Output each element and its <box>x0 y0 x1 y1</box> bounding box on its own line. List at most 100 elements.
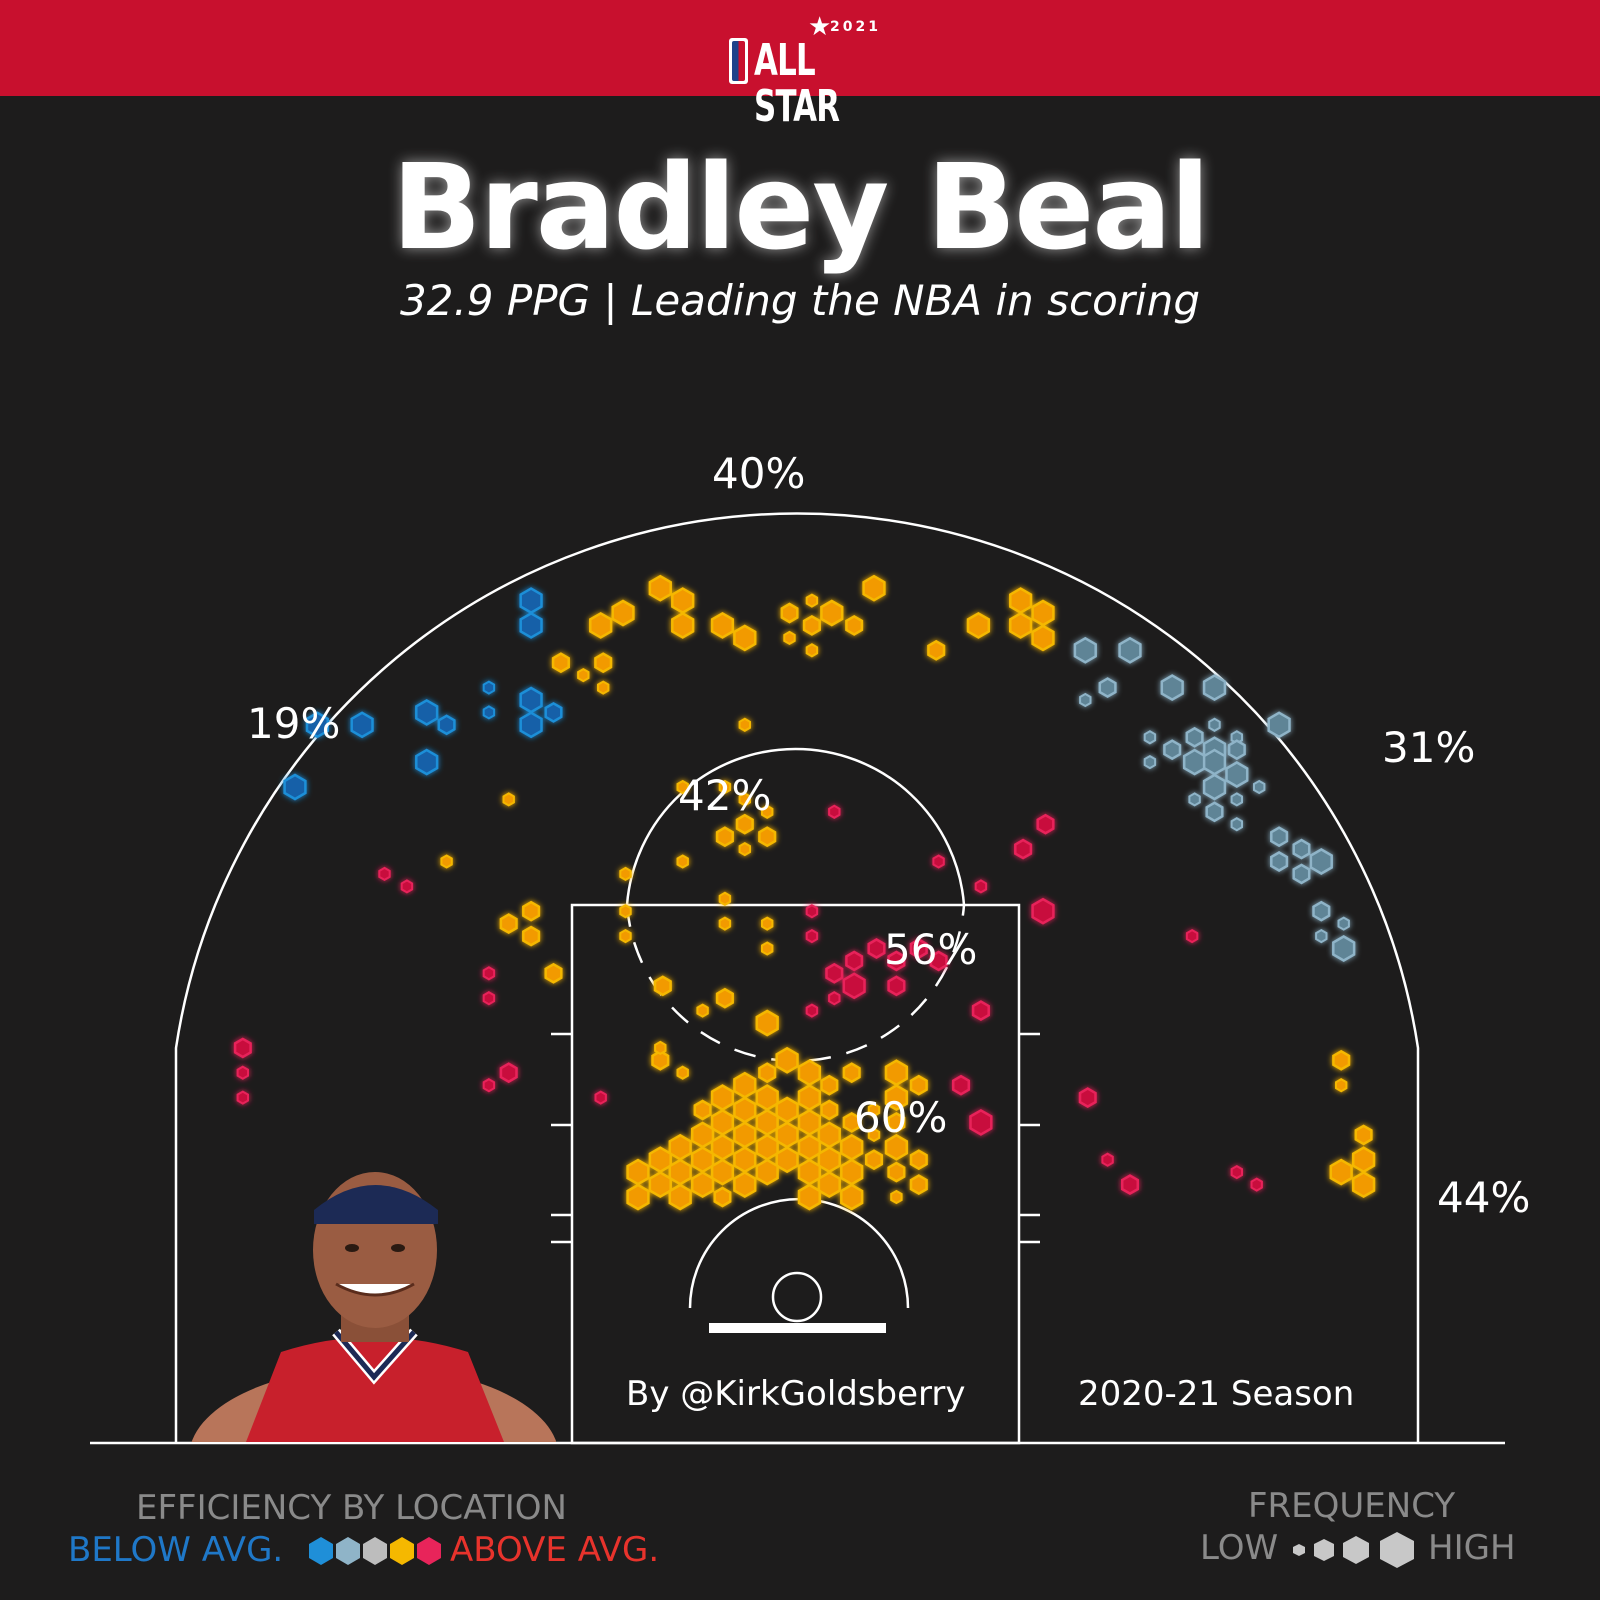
shot-hex <box>1188 792 1201 807</box>
shot-hex <box>1073 636 1097 664</box>
shot-hex <box>817 1146 841 1174</box>
shot-hex <box>755 1158 779 1186</box>
shot-hex <box>887 975 906 997</box>
shot-hex <box>887 1111 906 1133</box>
shot-hex <box>805 904 819 919</box>
shot-hex <box>951 1074 971 1096</box>
zone-pct-right-corner: 44% <box>1437 1173 1531 1222</box>
shot-hex <box>884 1059 909 1087</box>
nba-logo-icon <box>729 38 748 84</box>
legend-hex-size-1 <box>1293 1544 1305 1556</box>
shot-hex <box>738 792 751 807</box>
shot-hex <box>1315 928 1328 944</box>
shot-hex <box>668 1133 692 1161</box>
shot-hex <box>1031 897 1055 925</box>
shot-hex <box>626 1183 650 1211</box>
shot-hex <box>845 950 864 972</box>
shot-hex <box>1354 1124 1373 1146</box>
shot-hex <box>1351 1146 1376 1174</box>
three-point-line <box>174 512 1420 1443</box>
shot-hex <box>522 900 541 922</box>
shot-hex <box>676 854 689 869</box>
rim <box>771 1271 823 1323</box>
shot-hex <box>1205 801 1224 823</box>
court-lines <box>90 512 1505 1445</box>
shot-hex <box>715 826 734 848</box>
shot-hex <box>236 1090 249 1105</box>
shot-hex <box>761 916 774 931</box>
free-throw-circle-top <box>625 747 966 906</box>
shot-hex <box>783 630 796 646</box>
shot-hex <box>1309 848 1333 875</box>
legend-hex-well-above <box>417 1537 441 1565</box>
shot-hex <box>551 652 570 674</box>
shot-hex <box>845 614 864 636</box>
shot-hex <box>820 599 844 627</box>
shot-hex <box>305 711 330 739</box>
player-headshot <box>191 1172 556 1442</box>
shot-hex <box>1202 674 1227 702</box>
shot-hex <box>842 972 866 1000</box>
shot-hex <box>971 1000 990 1022</box>
shot-hex <box>400 879 414 894</box>
shot-hex <box>974 879 988 894</box>
shot-hex <box>611 599 635 627</box>
shot-hex <box>651 1049 670 1071</box>
shot-hex <box>482 1078 496 1093</box>
shot-hex <box>733 1171 757 1199</box>
shot-hex <box>733 1071 757 1099</box>
zone-pct-right-wing: 31% <box>1382 723 1476 772</box>
shot-hex <box>797 1084 822 1112</box>
shot-hex <box>594 1090 607 1105</box>
shot-hex <box>1101 1152 1114 1167</box>
shot-hex <box>864 1149 884 1171</box>
efficiency-legend-title: EFFICIENCY BY LOCATION <box>136 1488 567 1528</box>
shot-hex <box>1225 761 1249 788</box>
shot-hex <box>755 1084 779 1112</box>
shot-hex <box>797 1183 822 1211</box>
legend-hex-size-3 <box>1343 1536 1369 1564</box>
shot-hex <box>780 602 799 624</box>
shot-hex <box>718 779 732 795</box>
shot-hex <box>619 904 632 919</box>
shot-hex <box>825 962 844 984</box>
frequency-legend-title: FREQUENCY <box>1248 1486 1456 1526</box>
shot-hex <box>710 1133 735 1161</box>
shot-hex <box>932 854 945 869</box>
shot-hex <box>805 643 819 658</box>
logo-year: 2021 <box>830 19 881 35</box>
shot-hex <box>696 1003 709 1018</box>
shot-hex <box>867 1127 881 1143</box>
shot-hex <box>733 1121 757 1149</box>
shot-hex <box>283 773 307 801</box>
shot-hex <box>817 1171 841 1199</box>
nba-all-star-logo: ★ 2021 ALL STAR <box>724 8 894 130</box>
shot-hex <box>1329 1158 1353 1186</box>
shot-hex <box>676 779 689 795</box>
legend-high-label: HIGH <box>1428 1528 1516 1568</box>
shot-hex <box>671 611 695 639</box>
legend-hex-above <box>390 1537 414 1565</box>
legend-hex-size-2 <box>1314 1539 1334 1561</box>
shot-hex <box>1078 1087 1097 1109</box>
shot-hex <box>820 1074 839 1096</box>
shot-hex <box>597 680 610 695</box>
legend-low-label: LOW <box>1200 1528 1279 1568</box>
shot-hex <box>1185 726 1204 748</box>
shot-hex <box>619 928 632 944</box>
shot-hex <box>693 1099 712 1121</box>
shot-hex <box>577 667 590 683</box>
shot-hex <box>909 938 928 959</box>
shot-hex <box>671 587 695 615</box>
shot-hex <box>1337 916 1350 931</box>
shot-hex <box>761 941 774 956</box>
shot-hex <box>440 854 453 869</box>
shot-hex <box>654 1040 667 1056</box>
author-credit: By @KirkGoldsberry <box>626 1374 966 1414</box>
shot-hex <box>890 1189 903 1205</box>
shot-hex <box>1292 863 1311 885</box>
shot-hex <box>758 1062 777 1084</box>
shot-hex <box>733 1096 757 1124</box>
shot-hex <box>690 1146 715 1174</box>
